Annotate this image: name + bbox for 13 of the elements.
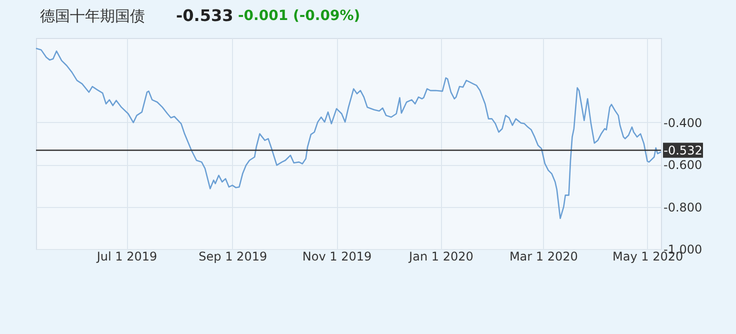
y-tick-label: -0.400	[664, 116, 702, 130]
x-tick-label: Nov 1 2019	[302, 250, 372, 264]
x-tick-label: Mar 1 2020	[509, 250, 578, 264]
chart-title: 德国十年期国债	[40, 7, 145, 25]
x-tick-label: Jan 1 2020	[408, 250, 474, 264]
y-tick-label: -0.600	[664, 158, 702, 172]
line-series	[35, 48, 662, 220]
ref-line-label: -0.532	[664, 143, 702, 158]
text: -0.001 (-0.09%)	[238, 8, 360, 24]
y-tick-label: -0.800	[664, 200, 702, 214]
x-tick-label: Sep 1 2019	[198, 250, 268, 264]
text: -0.533	[176, 6, 234, 25]
x-tick-label: Jul 1 2019	[96, 250, 158, 264]
